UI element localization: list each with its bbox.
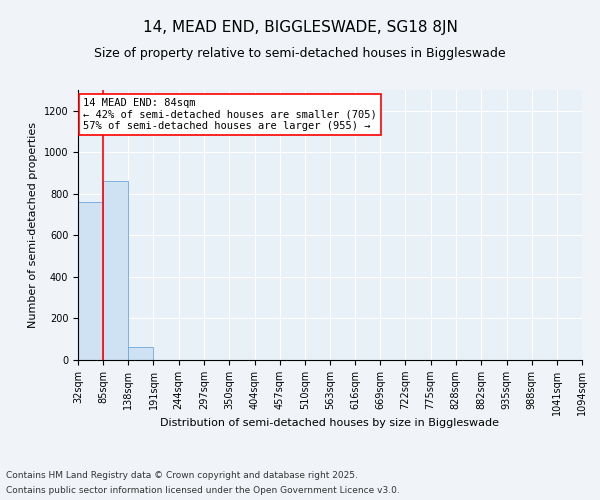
- Text: Contains HM Land Registry data © Crown copyright and database right 2025.: Contains HM Land Registry data © Crown c…: [6, 471, 358, 480]
- Bar: [103, 182, 128, 360]
- Bar: [78, 202, 103, 360]
- Text: 14 MEAD END: 84sqm
← 42% of semi-detached houses are smaller (705)
57% of semi-d: 14 MEAD END: 84sqm ← 42% of semi-detache…: [83, 98, 377, 132]
- Text: 14, MEAD END, BIGGLESWADE, SG18 8JN: 14, MEAD END, BIGGLESWADE, SG18 8JN: [143, 20, 457, 35]
- Y-axis label: Number of semi-detached properties: Number of semi-detached properties: [28, 122, 38, 328]
- X-axis label: Distribution of semi-detached houses by size in Biggleswade: Distribution of semi-detached houses by …: [161, 418, 499, 428]
- Bar: [128, 346, 154, 360]
- Text: Size of property relative to semi-detached houses in Biggleswade: Size of property relative to semi-detach…: [94, 48, 506, 60]
- Text: Contains public sector information licensed under the Open Government Licence v3: Contains public sector information licen…: [6, 486, 400, 495]
